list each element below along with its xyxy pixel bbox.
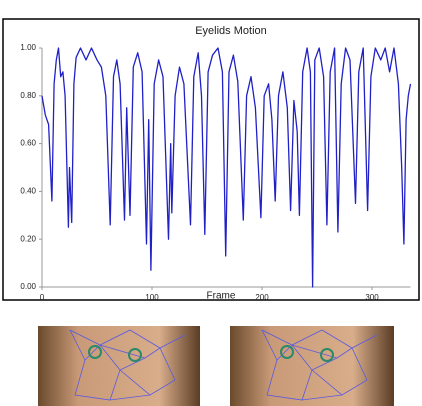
face-image-left [38, 326, 200, 406]
y-tick-label: 0.80 [20, 91, 36, 100]
x-tick-label: 300 [365, 293, 379, 302]
line-series [41, 47, 412, 288]
chart-title: Eyelids Motion [195, 25, 267, 37]
y-tick-label: 0.20 [20, 234, 36, 243]
y-tick-label: 0.60 [20, 139, 36, 148]
x-tick-label: 100 [145, 293, 159, 302]
y-tick-label: 0.40 [20, 187, 36, 196]
face-image-right [230, 326, 394, 406]
y-tick-label: 1.00 [20, 43, 36, 52]
x-axis-label: Frame [207, 291, 236, 302]
x-tick-label: 200 [255, 293, 269, 302]
x-tick-label: 0 [40, 293, 45, 302]
y-tick-label: 0.00 [20, 282, 36, 291]
